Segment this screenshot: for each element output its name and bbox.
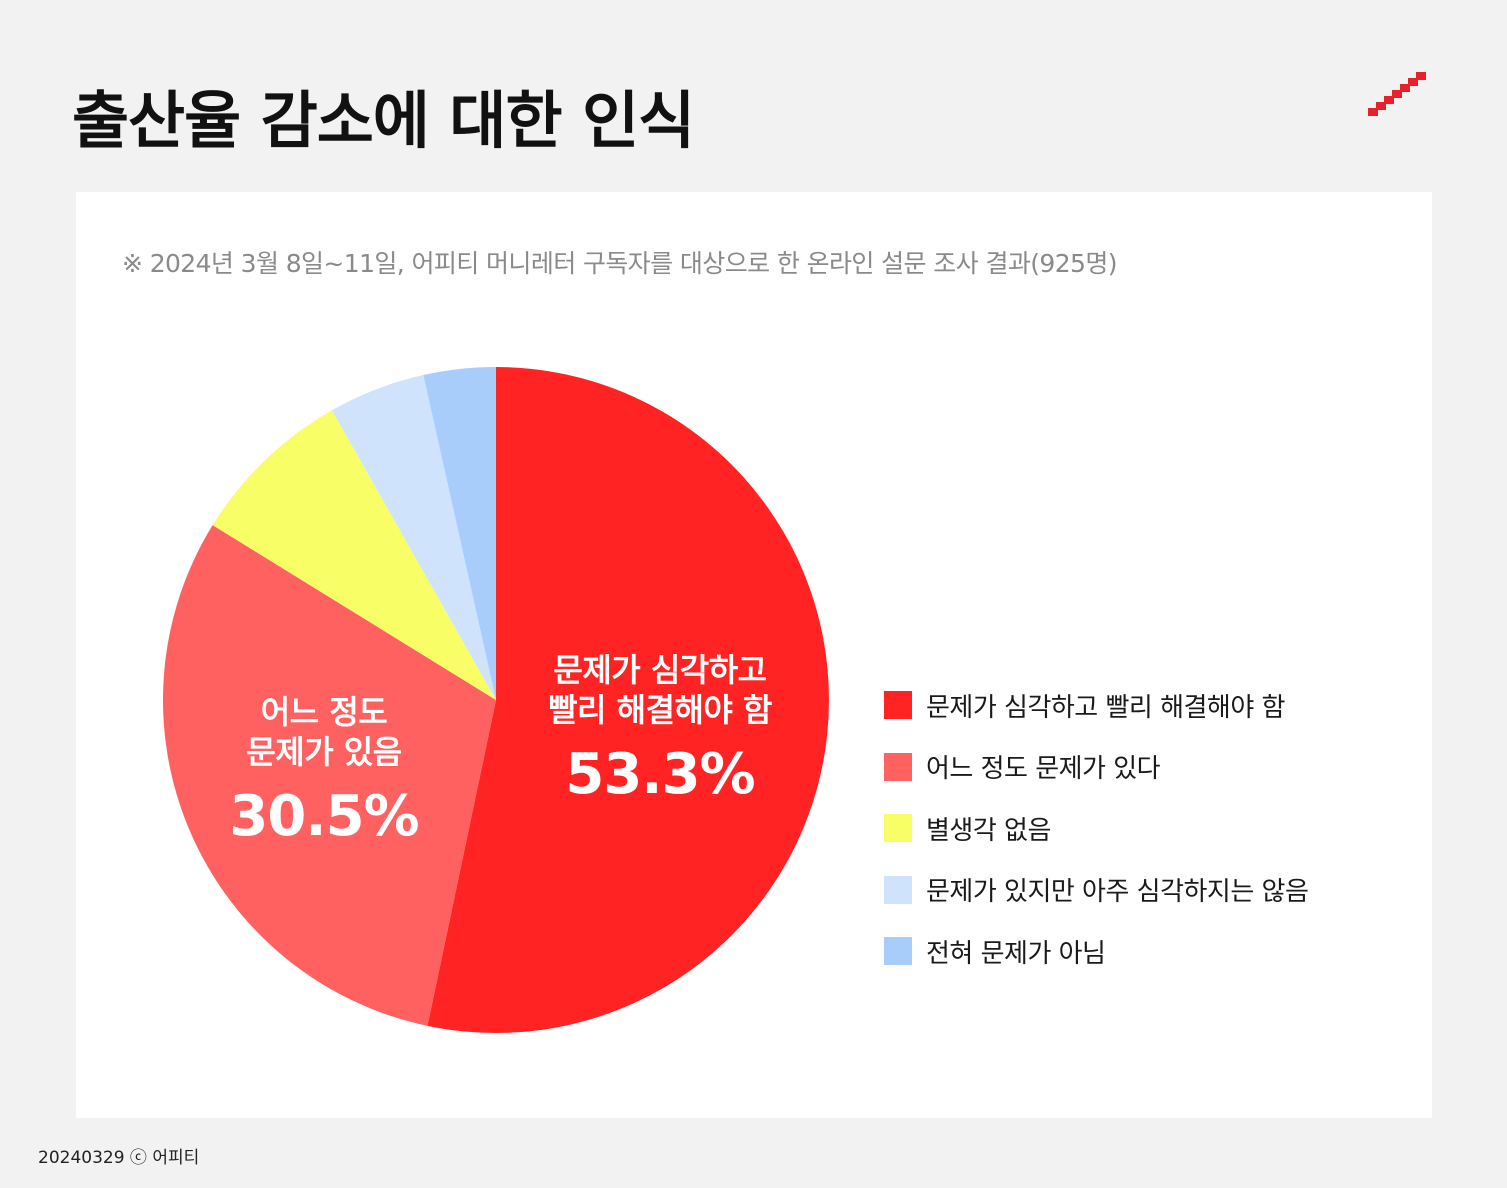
pie-slice-2 <box>212 410 496 700</box>
brand-logo-icon <box>1368 72 1426 116</box>
survey-note: ※ 2024년 3월 8일~11일, 어피티 머니레터 구독자를 대상으로 한 … <box>122 249 1117 278</box>
pie-slice-4 <box>423 367 496 700</box>
pie-slice-3 <box>331 375 496 700</box>
legend-swatch <box>884 875 912 904</box>
pie-label-second-line2: 문제가 있음 <box>246 733 402 771</box>
pie-label-second-value: 30.5% <box>229 784 419 849</box>
pie-label-second-line1: 어느 정도 <box>260 693 388 731</box>
pie-label-largest-line2: 빨리 해결해야 함 <box>548 691 772 729</box>
legend-swatch <box>884 937 912 965</box>
legend-item: 문제가 있지만 아주 심각하지는 않음 <box>884 875 1309 907</box>
chart-card: ※ 2024년 3월 8일~11일, 어피티 머니레터 구독자를 대상으로 한 … <box>76 192 1432 1118</box>
legend-label: 별생각 없음 <box>926 815 1051 846</box>
legend-label: 문제가 심각하고 빨리 해결해야 함 <box>926 692 1285 723</box>
legend-swatch <box>884 814 912 842</box>
footer-credit: 20240329 ⓒ 어피티 <box>38 1148 200 1168</box>
legend-item: 별생각 없음 <box>884 813 1308 846</box>
pie-slice-1 <box>162 525 496 1026</box>
legend-label: 문제가 있지만 아주 심각하지는 않음 <box>926 877 1309 907</box>
page-title: 출산율 감소에 대한 인식 <box>72 84 695 157</box>
pie-label-largest-value: 53.3% <box>565 742 755 807</box>
pie-label-largest: 문제가 심각하고 빨리 해결해야 함 53.3% <box>510 650 810 810</box>
legend-swatch <box>884 691 912 719</box>
legend-item: 문제가 심각하고 빨리 해결해야 함 <box>884 690 1308 723</box>
pie-label-largest-line1: 문제가 심각하고 <box>553 651 767 689</box>
legend-label: 어느 정도 문제가 있다 <box>926 754 1161 784</box>
chart-legend: 문제가 심각하고 빨리 해결해야 함 어느 정도 문제가 있다 별생각 없음 문… <box>884 690 1309 998</box>
pie-chart <box>162 367 830 1033</box>
legend-label: 전혀 문제가 아님 <box>926 938 1106 969</box>
legend-item: 전혀 문제가 아님 <box>884 936 1308 969</box>
legend-swatch <box>884 752 912 781</box>
pie-slice-0 <box>427 367 830 1033</box>
pie-label-second: 어느 정도 문제가 있음 30.5% <box>174 692 474 852</box>
legend-item: 어느 정도 문제가 있다 <box>884 752 1308 784</box>
